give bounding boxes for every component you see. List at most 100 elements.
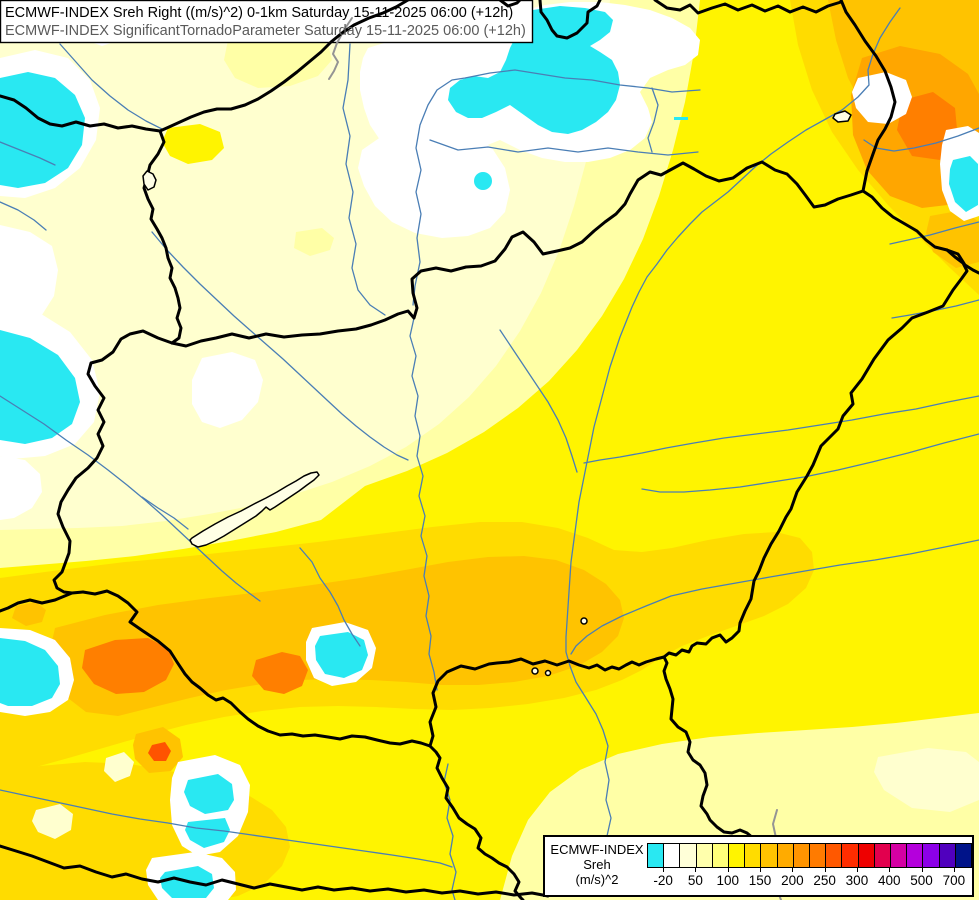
- legend-tick-label: 400: [877, 873, 901, 888]
- legend-swatch: [729, 844, 746, 867]
- legend-swatch: [745, 844, 762, 867]
- border-at-hu-west: [52, 329, 174, 595]
- river-branch-ne: [647, 87, 659, 153]
- white-patch-ne1: [852, 72, 912, 124]
- legend-tick-label: -20: [653, 873, 673, 888]
- map-title-line-1: ECMWF-INDEX Sreh Right ((m/s)^2) 0-1km S…: [5, 5, 513, 21]
- legend-colorbar: [647, 843, 972, 868]
- deep-orange-blob-2: [252, 652, 308, 694]
- river-mura: [0, 395, 261, 602]
- river-danube-serbia: [443, 763, 457, 900]
- white-patch-c2: [192, 352, 263, 428]
- legend-tick-label: 150: [748, 873, 772, 888]
- legend-tick: [663, 867, 665, 872]
- lakes: [142, 110, 852, 677]
- legend-swatch: [939, 844, 956, 867]
- river-vah: [342, 43, 386, 316]
- river-zagyva: [499, 329, 578, 473]
- amber-spot-ne2: [926, 210, 979, 268]
- cream-spot-s2: [104, 752, 134, 782]
- legend-tick: [760, 867, 762, 872]
- legend-swatch: [664, 844, 681, 867]
- cyan-lake-s2-upper: [184, 774, 234, 814]
- border-sk-hu: [170, 160, 865, 348]
- legend-tick: [727, 867, 729, 872]
- legend-tick-label: 100: [716, 873, 740, 888]
- map-title-line-2: ECMWF-INDEX SignificantTornadoParameter …: [5, 23, 526, 39]
- river-tisza: [565, 7, 901, 851]
- border-pl-top-east: [653, 0, 843, 15]
- legend-tick: [824, 867, 826, 872]
- river-nw-short: [0, 201, 47, 231]
- legend-parameter-label: Sreh: [583, 857, 611, 872]
- cyan-lake-s1: [315, 632, 368, 678]
- legend-swatch: [826, 844, 843, 867]
- river-nw-edge: [0, 141, 56, 166]
- legend-tick-label: 700: [942, 873, 966, 888]
- river-raba: [151, 231, 409, 461]
- border-hu-rs-south: [428, 655, 666, 748]
- cyan-region-top-center: [448, 6, 620, 134]
- legend-swatch: [810, 844, 827, 867]
- river-koros-2: [641, 433, 979, 493]
- legend-tick-label: 200: [781, 873, 804, 888]
- river-koros-1: [583, 395, 979, 464]
- legend-swatch: [680, 844, 697, 867]
- legend-tick: [889, 867, 891, 872]
- river-hron: [412, 69, 701, 306]
- lake-tiny-2: [544, 669, 552, 677]
- legend-swatch: [955, 844, 972, 867]
- border-cz-sk: [158, 0, 410, 133]
- legend-swatch: [842, 844, 859, 867]
- border-pl-sk-top: [538, 0, 602, 40]
- cyan-lake-sw: [0, 638, 60, 706]
- river-ipoly-band: [429, 139, 699, 156]
- yellow-patch-nw: [162, 124, 224, 164]
- legend-swatch: [874, 844, 892, 867]
- border-ua-west: [839, 0, 897, 193]
- border-si-hr-hook: [0, 591, 74, 613]
- legend-tick: [856, 867, 858, 872]
- amber-spot-sw2: [12, 602, 46, 626]
- cyan-dot-center: [474, 172, 492, 190]
- legend-swatch: [777, 844, 794, 867]
- legend-panel: ECMWF-INDEX Sreh (m/s)^2 -20 50 100 150 200 2…: [543, 835, 974, 897]
- legend-swatch: [793, 844, 811, 867]
- river-danube-upper: [59, 43, 163, 130]
- river-sava: [0, 789, 453, 868]
- legend-tick: [792, 867, 794, 872]
- legend-tick: [921, 867, 923, 872]
- border-danube-hr-rs: [428, 744, 525, 900]
- red-orange-core: [148, 742, 171, 761]
- legend-swatch: [696, 844, 713, 867]
- legend-swatch: [648, 844, 665, 867]
- legend-text-block: ECMWF-INDEX Sreh (m/s)^2: [549, 842, 645, 887]
- legend-tick-label: 300: [845, 873, 869, 888]
- legend-swatch: [858, 844, 875, 867]
- legend-swatch: [891, 844, 908, 867]
- cyan-lake-s2-lower: [185, 818, 230, 848]
- border-ro-hu: [662, 248, 969, 659]
- river-maros: [570, 539, 979, 655]
- border-top-fragment: [498, 0, 522, 8]
- river-szamos: [889, 221, 979, 245]
- cream-patch-se: [874, 748, 979, 812]
- legend-tick-label: 500: [910, 873, 933, 888]
- cyan-region-nw-corner: [0, 72, 85, 188]
- lake-tiny-1: [531, 667, 539, 675]
- legend-source-label: ECMWF-INDEX: [550, 842, 644, 857]
- pale-patch-n1: [224, 32, 332, 88]
- cyan-dash: [674, 117, 688, 120]
- border-drava: [81, 589, 432, 748]
- border-rs-ro: [662, 655, 755, 840]
- lake-neusiedl: [142, 170, 157, 191]
- lake-ne-small: [832, 110, 852, 123]
- cream-spot-s1: [32, 804, 73, 839]
- legend-units-label: (m/s)^2: [575, 872, 619, 887]
- legend-tick: [695, 867, 697, 872]
- rivers: [0, 7, 979, 900]
- legend-swatch: [923, 844, 940, 867]
- legend-swatch: [907, 844, 924, 867]
